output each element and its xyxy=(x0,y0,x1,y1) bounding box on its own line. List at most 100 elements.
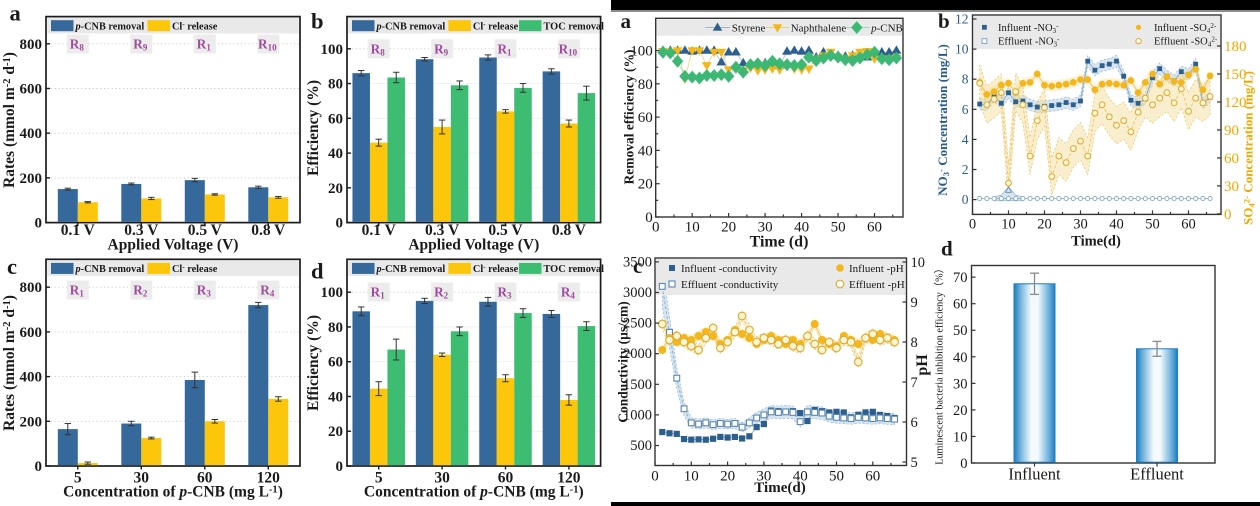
svg-text:Rates (mmol m-2 d-1): Rates (mmol m-2 d-1) xyxy=(1,295,18,431)
svg-text:90: 90 xyxy=(1224,123,1239,139)
svg-text:NO3- Concentration (mg/L): NO3- Concentration (mg/L) xyxy=(935,44,951,196)
svg-text:R3: R3 xyxy=(497,285,512,301)
svg-text:60: 60 xyxy=(865,469,880,485)
svg-text:60: 60 xyxy=(1181,216,1196,232)
svg-text:Efficiency (%): Efficiency (%) xyxy=(305,80,322,176)
svg-text:200: 200 xyxy=(20,171,43,187)
svg-text:0: 0 xyxy=(651,469,659,485)
svg-text:70: 70 xyxy=(953,270,968,286)
svg-text:20: 20 xyxy=(1037,216,1052,232)
svg-text:30: 30 xyxy=(953,376,968,392)
svg-text:60: 60 xyxy=(1224,151,1239,167)
svg-text:p-CNB removal: p-CNB removal xyxy=(75,22,145,33)
svg-text:Influent: Influent xyxy=(1008,465,1061,484)
svg-text:80: 80 xyxy=(328,77,343,93)
svg-text:0: 0 xyxy=(1224,207,1232,223)
svg-text:50: 50 xyxy=(829,469,844,485)
svg-text:600: 600 xyxy=(20,325,43,341)
svg-text:R8: R8 xyxy=(70,37,85,53)
svg-text:4: 4 xyxy=(962,132,969,147)
svg-text:40: 40 xyxy=(638,143,653,159)
svg-text:60: 60 xyxy=(638,110,653,126)
svg-text:400: 400 xyxy=(20,370,43,386)
svg-text:Time(d): Time(d) xyxy=(754,480,805,496)
svg-text:b: b xyxy=(938,9,950,33)
svg-text:40: 40 xyxy=(328,390,343,406)
svg-text:b: b xyxy=(311,9,324,34)
svg-text:Effluent -conductivity: Effluent -conductivity xyxy=(681,279,779,291)
svg-text:1500: 1500 xyxy=(623,377,652,393)
svg-text:Effluent -SO42-: Effluent -SO42- xyxy=(1154,36,1218,48)
svg-text:0.5 V: 0.5 V xyxy=(188,222,223,239)
svg-text:Applied Voltage (V): Applied Voltage (V) xyxy=(408,237,539,254)
svg-text:R9: R9 xyxy=(434,41,449,57)
svg-text:R2: R2 xyxy=(133,283,148,299)
svg-text:80: 80 xyxy=(328,320,343,336)
svg-text:Concentration of p-CNB (mg L-1: Concentration of p-CNB (mg L-1) xyxy=(364,484,584,501)
svg-text:0: 0 xyxy=(336,216,344,232)
svg-text:60: 60 xyxy=(328,111,343,127)
svg-text:Cl- release: Cl- release xyxy=(473,21,519,33)
svg-text:8: 8 xyxy=(962,72,969,87)
svg-text:R1: R1 xyxy=(497,41,512,57)
svg-text:SO42- Concentration (mg/L): SO42- Concentration (mg/L) xyxy=(1241,71,1257,225)
svg-text:3000: 3000 xyxy=(623,285,652,301)
svg-text:Influent -conductivity: Influent -conductivity xyxy=(681,263,778,275)
svg-text:0.1 V: 0.1 V xyxy=(61,222,96,239)
svg-text:0: 0 xyxy=(645,210,653,226)
svg-text:60: 60 xyxy=(197,470,213,487)
svg-text:120: 120 xyxy=(557,470,581,487)
svg-text:5: 5 xyxy=(74,470,82,487)
svg-text:7: 7 xyxy=(911,375,918,391)
svg-text:Influent -NO3-: Influent -NO3- xyxy=(998,22,1059,34)
svg-text:40: 40 xyxy=(794,220,809,236)
svg-text:6: 6 xyxy=(911,415,918,431)
svg-text:Time (d): Time (d) xyxy=(750,234,809,251)
svg-text:120: 120 xyxy=(257,470,281,487)
svg-text:0.3 V: 0.3 V xyxy=(124,222,159,239)
svg-text:0.3 V: 0.3 V xyxy=(425,222,460,239)
svg-text:0.8 V: 0.8 V xyxy=(552,222,587,239)
svg-text:6: 6 xyxy=(962,102,969,117)
svg-text:120: 120 xyxy=(1224,95,1247,111)
svg-text:p-CNB removal: p-CNB removal xyxy=(75,264,145,275)
svg-text:0: 0 xyxy=(652,220,660,236)
svg-text:40: 40 xyxy=(328,146,343,162)
svg-text:2000: 2000 xyxy=(623,346,652,362)
svg-text:Influent -pH: Influent -pH xyxy=(849,263,904,275)
svg-text:9: 9 xyxy=(911,295,918,311)
svg-text:p-CNB: p-CNB xyxy=(870,23,903,35)
svg-text:10: 10 xyxy=(1001,216,1016,232)
svg-text:60: 60 xyxy=(953,297,968,313)
svg-text:100: 100 xyxy=(630,44,653,60)
svg-text:50: 50 xyxy=(953,323,968,339)
svg-text:100: 100 xyxy=(321,285,344,301)
svg-text:30: 30 xyxy=(134,470,150,487)
svg-text:60: 60 xyxy=(498,470,514,487)
svg-text:30: 30 xyxy=(434,470,450,487)
svg-text:Luminescent bacteria inhibitio: Luminescent bacteria inhibition efficien… xyxy=(934,263,946,465)
svg-text:R9: R9 xyxy=(133,37,148,53)
svg-text:0: 0 xyxy=(336,459,344,475)
svg-text:600: 600 xyxy=(20,82,43,98)
svg-text:50: 50 xyxy=(831,220,846,236)
svg-text:0.1 V: 0.1 V xyxy=(362,222,397,239)
svg-text:500: 500 xyxy=(630,438,652,454)
svg-text:R3: R3 xyxy=(197,283,212,299)
svg-text:Cl- release: Cl- release xyxy=(172,21,218,33)
svg-text:10: 10 xyxy=(911,255,926,271)
svg-text:pH: pH xyxy=(914,354,931,376)
svg-text:R1: R1 xyxy=(197,37,212,53)
svg-text:30: 30 xyxy=(1224,179,1239,195)
svg-text:20: 20 xyxy=(638,177,653,193)
svg-text:R10: R10 xyxy=(559,41,578,57)
svg-text:20: 20 xyxy=(721,220,736,236)
svg-text:800: 800 xyxy=(20,280,43,296)
svg-text:R4: R4 xyxy=(561,285,576,301)
svg-text:R1: R1 xyxy=(371,285,386,301)
svg-text:Cl- release: Cl- release xyxy=(172,264,218,276)
svg-text:Effluent -pH: Effluent -pH xyxy=(849,279,905,291)
svg-text:0.5 V: 0.5 V xyxy=(488,222,523,239)
svg-text:2500: 2500 xyxy=(623,316,652,332)
svg-text:150: 150 xyxy=(1224,67,1247,83)
